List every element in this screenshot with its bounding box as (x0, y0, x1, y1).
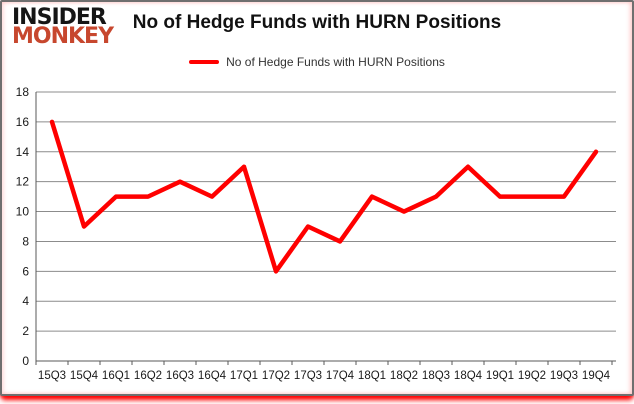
legend-line-swatch (189, 59, 220, 65)
x-tick-label: 16Q3 (166, 370, 194, 382)
x-tick-label: 17Q3 (294, 370, 322, 382)
x-tick-label: 18Q3 (422, 370, 450, 382)
chart-legend: No of Hedge Funds with HURN Positions (2, 55, 632, 69)
y-tick-label: 14 (16, 145, 30, 159)
logo-insider-text: INSIDER (12, 5, 107, 30)
insider-monkey-logo: INSIDER MONKEY (12, 5, 114, 49)
x-tick-label: 18Q1 (358, 370, 386, 382)
x-tick-label: 19Q1 (486, 370, 514, 382)
x-tick-label: 15Q4 (70, 370, 99, 382)
x-tick-label: 17Q4 (326, 370, 355, 382)
x-tick-label: 17Q2 (262, 370, 290, 382)
x-tick-label: 19Q2 (518, 370, 546, 382)
x-tick-label: 16Q4 (198, 370, 227, 382)
y-tick-label: 6 (22, 264, 29, 278)
x-tick-label: 16Q2 (134, 370, 162, 382)
x-tick-label: 16Q1 (102, 370, 130, 382)
x-tick-label: 18Q4 (454, 370, 483, 382)
x-tick-label: 19Q3 (550, 370, 578, 382)
y-tick-label: 2 (22, 324, 29, 338)
series-line (49, 119, 599, 274)
y-tick-label: 16 (16, 115, 30, 129)
y-tick-label: 18 (16, 85, 30, 99)
logo-monkey-text: MONKEY (12, 23, 114, 49)
x-tick-label: 19Q4 (582, 370, 611, 382)
legend-label: No of Hedge Funds with HURN Positions (226, 55, 445, 69)
y-tick-label: 4 (22, 294, 29, 308)
chart-title: No of Hedge Funds with HURN Positions (132, 12, 502, 33)
x-tick-label: 18Q2 (390, 370, 418, 382)
y-tick-label: 0 (22, 354, 29, 368)
y-tick-label: 10 (16, 205, 30, 219)
x-tick-label: 17Q1 (230, 370, 258, 382)
x-tick-label: 15Q3 (38, 370, 66, 382)
y-tick-label: 8 (22, 234, 29, 248)
y-tick-label: 12 (16, 175, 30, 189)
